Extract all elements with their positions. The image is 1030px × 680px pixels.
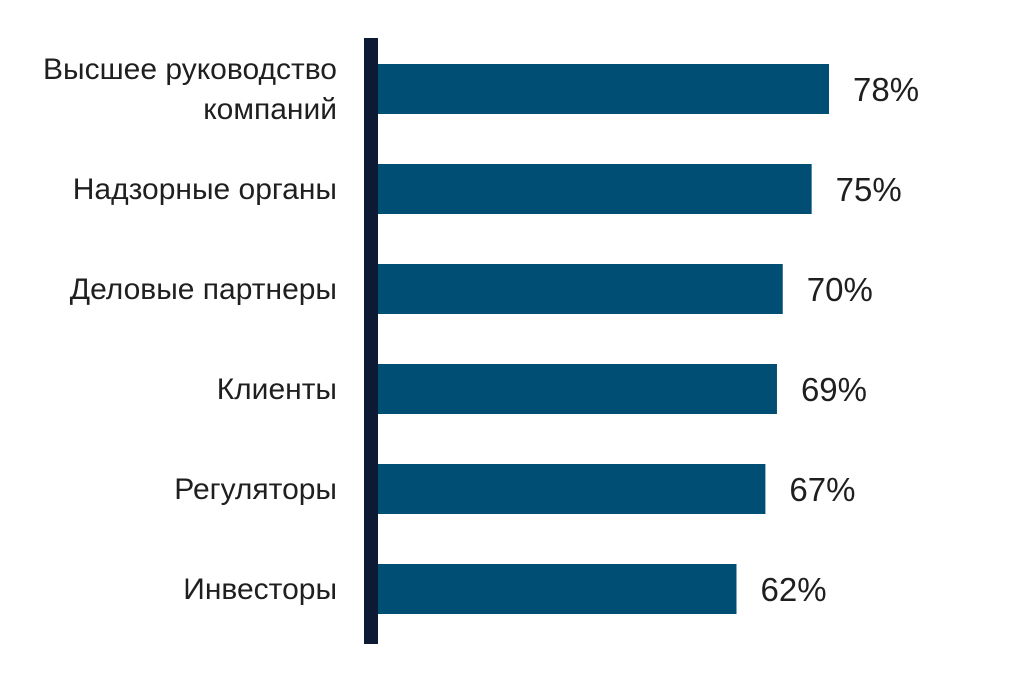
value-label-5: 62%: [760, 571, 826, 608]
value-label-1: 75%: [836, 171, 902, 208]
axis-line: [364, 38, 378, 644]
value-label-0: 78%: [853, 71, 919, 108]
category-label-line: Деловые партнеры: [70, 273, 337, 306]
value-label-2: 70%: [807, 271, 873, 308]
category-label-5: Инвесторы: [183, 573, 337, 606]
bar-1: [378, 164, 812, 214]
category-labels: Высшее руководство компаний Надзорные орга…: [43, 53, 337, 606]
category-label-4: Регуляторы: [174, 473, 337, 506]
category-label-1: Надзорные органы: [73, 173, 337, 206]
category-label-3: Клиенты: [217, 373, 337, 406]
value-label-3: 69%: [801, 371, 867, 408]
category-label-line: Регуляторы: [174, 473, 337, 506]
category-label-line: Высшее руководство: [43, 53, 337, 86]
bar-4: [378, 464, 766, 514]
category-label-line: Инвесторы: [183, 573, 337, 606]
value-labels: 78% 75% 70% 69% 67% 62%: [760, 71, 919, 608]
bar-0: [378, 64, 829, 114]
category-label-2: Деловые партнеры: [70, 273, 337, 306]
bar-2: [378, 264, 783, 314]
value-label-4: 67%: [789, 471, 855, 508]
category-label-line: Клиенты: [217, 373, 337, 406]
bar-5: [378, 564, 737, 614]
category-label-0: Высшее руководство компаний: [43, 53, 337, 126]
bars-group: [378, 64, 829, 614]
category-label-line: компаний: [203, 93, 337, 126]
bar-3: [378, 364, 777, 414]
category-label-line: Надзорные органы: [73, 173, 337, 206]
